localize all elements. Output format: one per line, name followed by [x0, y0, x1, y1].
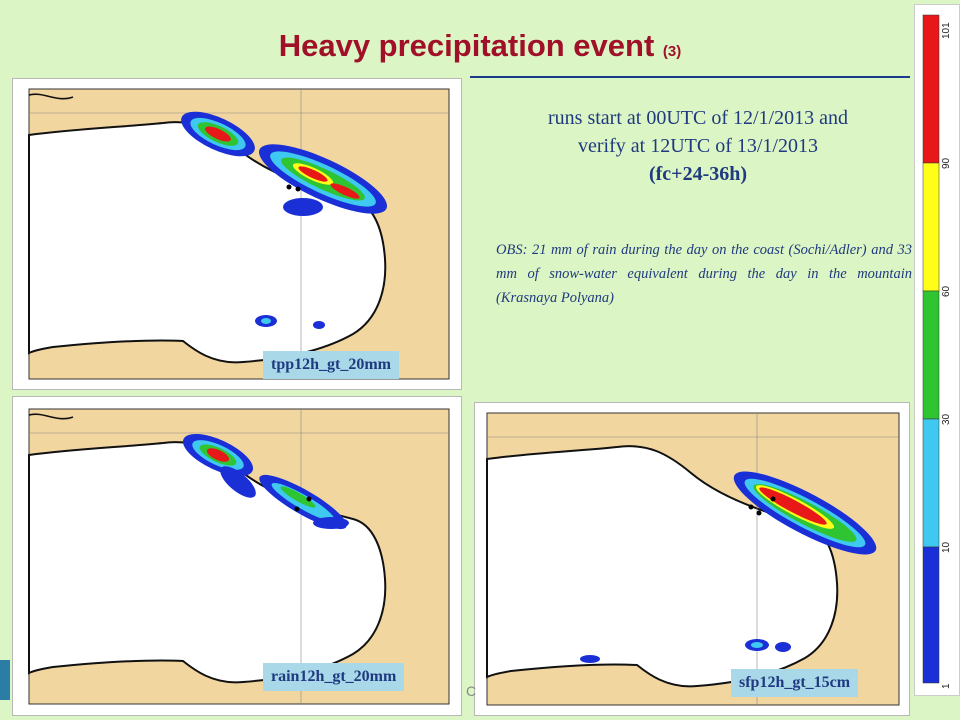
run-info: runs start at 00UTC of 12/1/2013 and ver… — [478, 104, 918, 188]
map-sfp-svg — [486, 412, 900, 706]
footer-fragment: C — [466, 683, 477, 699]
precip-field-sfp — [580, 471, 877, 663]
map-panel-rain: rain12h_gt_20mm — [12, 396, 462, 716]
page-title: Heavy precipitation event (3) — [0, 28, 960, 64]
color-scale-svg — [922, 14, 940, 684]
color-scale: 101 90 60 30 10 1 — [914, 4, 960, 696]
map-tpp-svg — [28, 88, 450, 380]
run-line-3: (fc+24-36h) — [648, 163, 748, 185]
title-divider — [470, 76, 910, 78]
precip-field-rain — [182, 433, 349, 530]
scale-tick-90: 90 — [941, 157, 952, 169]
panel-label-sfp: sfp12h_gt_15cm — [731, 669, 859, 697]
panel-label-tpp: tpp12h_gt_20mm — [263, 351, 400, 379]
map-panel-tpp: tpp12h_gt_20mm — [12, 78, 462, 390]
run-line-1: runs start at 00UTC of 12/1/2013 and — [548, 107, 848, 129]
scale-tick-60: 60 — [941, 285, 952, 297]
scale-tick-10: 10 — [941, 541, 952, 553]
map-rain-svg — [28, 408, 450, 705]
map-panel-sfp: sfp12h_gt_15cm — [474, 402, 910, 716]
precip-field-tpp — [181, 111, 388, 329]
scale-tick-1: 1 — [941, 683, 952, 689]
title-sub: (3) — [662, 43, 682, 60]
logo-fragment — [0, 660, 10, 700]
run-line-2: verify at 12UTC of 13/1/2013 — [578, 135, 818, 157]
observation-text: OBS: 21 mm of rain during the day on the… — [496, 242, 912, 306]
title-main: Heavy precipitation event — [278, 28, 655, 63]
scale-tick-101: 101 — [941, 22, 952, 39]
scale-tick-30: 30 — [941, 413, 952, 425]
panel-label-rain: rain12h_gt_20mm — [263, 663, 405, 691]
